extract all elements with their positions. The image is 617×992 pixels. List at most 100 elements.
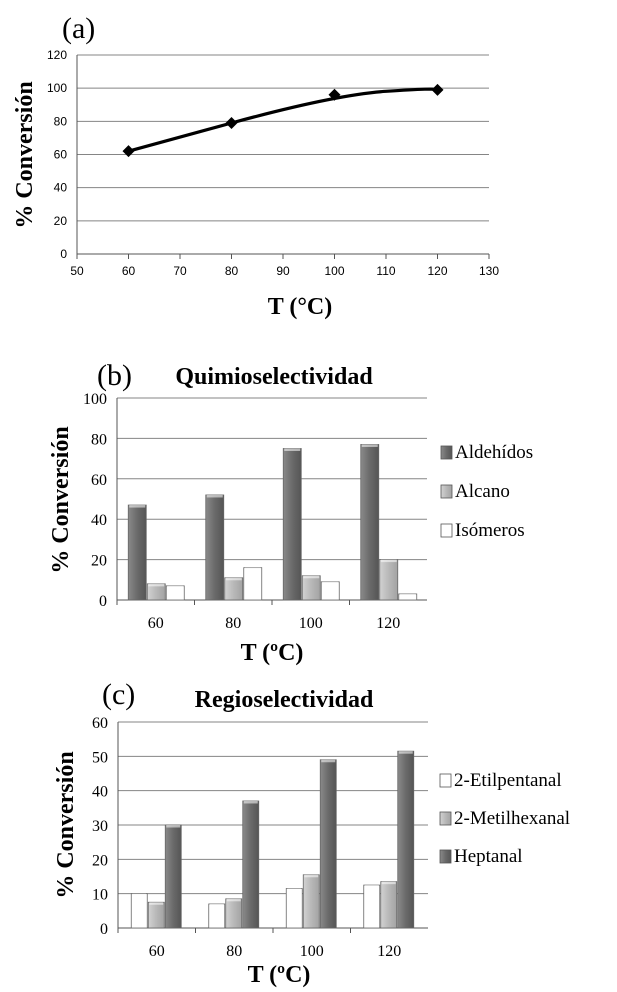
bar-highlight bbox=[399, 593, 416, 597]
panel-b-legend: Aldehídos Alcano Isómeros bbox=[440, 442, 533, 541]
panel-c-legend: 2-Etilpentanal 2-Metilhexanal Heptanal bbox=[439, 770, 570, 867]
panel-c: (c) Regioselectividad 0 10 20 30 40 50 60 60 80 1… bbox=[53, 678, 570, 988]
x-tick-label: 100 bbox=[324, 264, 344, 278]
y-tick-label: 40 bbox=[91, 512, 107, 529]
bar-highlight bbox=[380, 559, 397, 563]
bar-highlight bbox=[149, 902, 164, 905]
panel-c-tick-labels: 0 10 20 30 40 50 60 60 80 100 120 bbox=[92, 715, 401, 960]
panel-b-tick-labels: 0 20 40 60 80 100 60 80 100 120 bbox=[83, 391, 400, 632]
legend-swatch bbox=[440, 445, 453, 460]
bar-highlight bbox=[167, 585, 184, 589]
panel-a-label: (a) bbox=[62, 12, 95, 45]
bar bbox=[243, 567, 263, 601]
bar-highlight bbox=[209, 903, 224, 907]
legend-swatch bbox=[440, 523, 453, 538]
bar bbox=[397, 750, 415, 929]
y-tick-label: 60 bbox=[91, 472, 107, 489]
panel-c-label: (c) bbox=[102, 678, 135, 711]
bar-highlight bbox=[322, 581, 339, 585]
bar-highlight bbox=[381, 881, 396, 885]
y-tick-label: 20 bbox=[91, 553, 107, 570]
panel-b-label: (b) bbox=[97, 359, 132, 392]
bar-highlight bbox=[148, 583, 165, 587]
bar bbox=[380, 881, 398, 929]
bar-highlight bbox=[206, 494, 223, 498]
y-tick-label: 30 bbox=[92, 818, 108, 835]
y-tick-label: 100 bbox=[83, 391, 107, 408]
legend-swatch bbox=[439, 811, 452, 826]
x-tick-label: 110 bbox=[376, 264, 395, 278]
x-tick-label: 60 bbox=[148, 615, 164, 632]
y-tick-label: 0 bbox=[99, 593, 107, 610]
panel-b-title: Quimioselectividad bbox=[175, 364, 373, 390]
data-point-marker bbox=[328, 88, 341, 101]
x-tick-label: 120 bbox=[376, 615, 400, 632]
bar bbox=[208, 903, 226, 929]
x-tick-label: 130 bbox=[479, 264, 499, 278]
legend-label: Alcano bbox=[455, 481, 510, 502]
bar bbox=[285, 888, 303, 929]
bar bbox=[242, 800, 260, 929]
bar bbox=[225, 898, 243, 929]
y-tick-label: 50 bbox=[92, 749, 108, 766]
y-tick-label: 60 bbox=[54, 148, 68, 162]
x-tick-label: 60 bbox=[122, 264, 136, 278]
legend-swatch bbox=[439, 773, 452, 788]
panel-c-bars bbox=[130, 750, 415, 929]
x-tick-label: 100 bbox=[299, 615, 323, 632]
bar-highlight bbox=[244, 567, 261, 571]
panel-c-title: Regioselectividad bbox=[195, 687, 374, 713]
bar bbox=[224, 577, 244, 601]
bar bbox=[164, 824, 182, 929]
bar-highlight bbox=[361, 444, 378, 447]
legend-label: 2-Metilhexanal bbox=[454, 808, 570, 829]
panel-a: (a) 0 20 40 60 80 100 120 50 60 70 80 90 100 110 120 13… bbox=[12, 12, 499, 320]
x-tick-label: 100 bbox=[300, 943, 324, 960]
panel-c-xlabel: T (ºC) bbox=[248, 962, 311, 988]
bar-highlight bbox=[287, 888, 302, 892]
y-tick-label: 20 bbox=[92, 852, 108, 869]
bar-highlight bbox=[243, 800, 258, 804]
bar bbox=[302, 874, 320, 929]
y-tick-label: 120 bbox=[47, 48, 67, 62]
y-tick-label: 100 bbox=[47, 81, 67, 95]
bar-highlight bbox=[398, 751, 413, 754]
bar-highlight bbox=[226, 898, 241, 902]
panel-b-ylabel: % Conversión bbox=[48, 426, 74, 573]
bar-highlight bbox=[129, 505, 146, 508]
legend-label: Aldehídos bbox=[455, 442, 533, 463]
data-point-marker bbox=[122, 145, 135, 158]
bar bbox=[379, 559, 399, 601]
bar bbox=[130, 893, 148, 929]
bar-highlight bbox=[166, 825, 181, 828]
panel-a-xlabel: T (°C) bbox=[268, 294, 333, 320]
x-tick-label: 90 bbox=[276, 264, 290, 278]
bar-highlight bbox=[304, 874, 319, 878]
x-tick-label: 80 bbox=[225, 264, 239, 278]
y-tick-label: 60 bbox=[92, 715, 108, 732]
x-tick-label: 80 bbox=[226, 943, 242, 960]
y-tick-label: 40 bbox=[54, 181, 68, 195]
panel-a-tick-labels: 0 20 40 60 80 100 120 50 60 70 80 90 100 110 120 130 bbox=[47, 48, 499, 278]
bar bbox=[147, 901, 165, 929]
y-tick-label: 20 bbox=[54, 214, 68, 228]
panel-b: (b) Quimioselectividad 0 20 40 60 80 100 60 80 1… bbox=[48, 359, 533, 666]
x-tick-label: 60 bbox=[149, 943, 165, 960]
y-tick-label: 40 bbox=[92, 784, 108, 801]
panel-a-ylabel: % Conversión bbox=[12, 81, 38, 228]
panel-b-bars bbox=[127, 444, 418, 601]
legend-label: Heptanal bbox=[454, 846, 523, 867]
x-tick-label: 80 bbox=[225, 615, 241, 632]
y-tick-label: 0 bbox=[100, 921, 108, 938]
series-line bbox=[128, 87, 440, 153]
bar-highlight bbox=[284, 448, 301, 451]
bar bbox=[360, 444, 380, 601]
y-tick-label: 80 bbox=[54, 114, 68, 128]
y-tick-label: 10 bbox=[92, 887, 108, 904]
bar bbox=[205, 494, 225, 601]
y-tick-label: 80 bbox=[91, 431, 107, 448]
bar bbox=[282, 448, 302, 601]
data-point-marker bbox=[225, 116, 238, 129]
panel-a-series bbox=[122, 83, 444, 158]
